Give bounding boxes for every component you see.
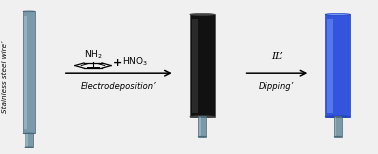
Ellipse shape: [334, 116, 342, 117]
Text: Stainless steel wire’: Stainless steel wire’: [2, 41, 8, 113]
Bar: [334, 117, 342, 136]
Ellipse shape: [25, 133, 33, 134]
Text: IL’: IL’: [271, 52, 283, 61]
Text: +: +: [113, 57, 122, 67]
Bar: [325, 14, 350, 117]
Text: HNO$_3$: HNO$_3$: [122, 55, 149, 68]
Ellipse shape: [25, 147, 33, 148]
Ellipse shape: [190, 116, 215, 118]
Bar: [335, 118, 336, 136]
Ellipse shape: [325, 116, 350, 118]
Bar: [198, 117, 206, 136]
Text: Electrodeposition’: Electrodeposition’: [81, 82, 156, 91]
Ellipse shape: [334, 136, 342, 137]
Bar: [199, 118, 201, 136]
Ellipse shape: [198, 136, 206, 137]
Bar: [25, 134, 33, 147]
Bar: [24, 16, 27, 129]
Text: Dipping’: Dipping’: [259, 82, 294, 91]
Ellipse shape: [190, 14, 215, 15]
Bar: [190, 14, 215, 117]
Bar: [25, 134, 28, 147]
Bar: [192, 18, 198, 113]
Ellipse shape: [23, 11, 35, 12]
Ellipse shape: [325, 14, 350, 15]
Ellipse shape: [198, 116, 206, 117]
Bar: [327, 18, 333, 113]
Text: NH$_2$: NH$_2$: [84, 48, 102, 61]
Ellipse shape: [23, 133, 35, 134]
Bar: [23, 11, 35, 134]
